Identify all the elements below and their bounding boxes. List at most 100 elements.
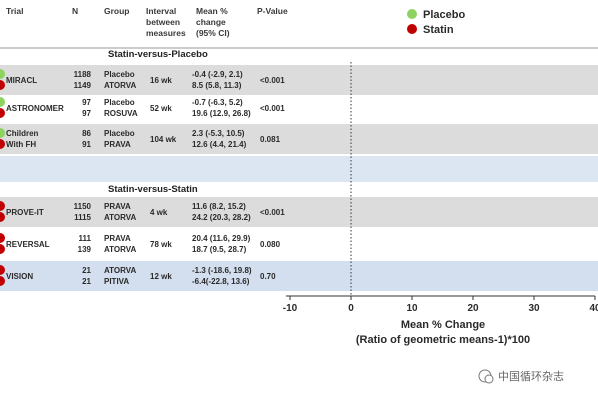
arm-group: ROSUVA <box>104 109 138 118</box>
arm-mean-ci: 19.6 (12.9, 26.8) <box>192 109 251 118</box>
point-estimate <box>0 276 5 286</box>
header-n: N <box>72 6 78 16</box>
x-tick-label: 30 <box>528 303 540 314</box>
header-mean-change: Mean % <box>196 6 228 16</box>
x-axis-title: Mean % Change <box>401 319 485 331</box>
legend-marker <box>407 24 417 34</box>
arm-n: 97 <box>82 98 91 107</box>
header-p-value: P-Value <box>257 6 288 16</box>
row-background <box>0 124 598 154</box>
trial-name: VISION <box>6 272 33 281</box>
row-background <box>0 197 598 227</box>
point-estimate <box>0 233 5 243</box>
p-value: 0.081 <box>260 135 281 144</box>
interval-value: 4 wk <box>150 208 168 217</box>
interval-value: 52 wk <box>150 104 172 113</box>
arm-group: PRAVA <box>104 234 131 243</box>
trial-name: MIRACL <box>6 76 37 85</box>
x-tick-label: 20 <box>467 303 479 314</box>
section-title: Statin-versus-Statin <box>108 184 198 195</box>
interval-value: 16 wk <box>150 76 172 85</box>
row-background <box>0 65 598 95</box>
arm-mean-ci: 8.5 (5.8, 11.3) <box>192 81 242 90</box>
arm-mean-ci: 20.4 (11.6, 29.9) <box>192 234 251 243</box>
arm-group: ATORVA <box>104 245 137 254</box>
arm-mean-ci: -6.4(-22.8, 13.6) <box>192 277 250 286</box>
header-group: Group <box>104 6 130 16</box>
arm-group: ATORVA <box>104 213 137 222</box>
arm-mean-ci: -0.4 (-2.9, 2.1) <box>192 70 243 79</box>
legend-marker <box>407 9 417 19</box>
arm-n: 86 <box>82 129 91 138</box>
point-estimate <box>0 139 5 149</box>
arm-n: 97 <box>82 109 91 118</box>
p-value: 0.080 <box>260 240 281 249</box>
section-separator-band <box>0 156 598 182</box>
arm-n: 1115 <box>74 213 91 222</box>
arm-n: 139 <box>78 245 92 254</box>
header-interval: between <box>146 17 180 27</box>
arm-group: PITIVA <box>104 277 129 286</box>
x-axis-subtitle: (Ratio of geometric means-1)*100 <box>356 334 530 346</box>
arm-n: 21 <box>82 266 91 275</box>
legend-label: Placebo <box>423 9 465 21</box>
arm-mean-ci: 12.6 (4.4, 21.4) <box>192 140 247 149</box>
arm-group: ATORVA <box>104 81 137 90</box>
arm-group: Placebo <box>104 98 135 107</box>
arm-group: PRAVA <box>104 140 131 149</box>
watermark: 中国循环杂志 <box>478 369 564 384</box>
header-interval: measures <box>146 28 186 38</box>
arm-n: 1149 <box>74 81 92 90</box>
trial-name: With FH <box>6 140 36 149</box>
trial-name: PROVE-IT <box>6 208 44 217</box>
arm-n: 1150 <box>74 202 92 211</box>
arm-group: Placebo <box>104 129 135 138</box>
arm-group: PRAVA <box>104 202 131 211</box>
arm-group: Placebo <box>104 70 135 79</box>
arm-mean-ci: 11.6 (8.2, 15.2) <box>192 202 246 211</box>
header-trial: Trial <box>6 6 23 16</box>
p-value: 0.70 <box>260 272 276 281</box>
arm-mean-ci: -0.7 (-6.3, 5.2) <box>192 98 243 107</box>
x-tick-label: 40 <box>589 303 598 314</box>
p-value: <0.001 <box>260 208 285 217</box>
x-tick-label: 10 <box>406 303 418 314</box>
trial-name: ASTRONOMER <box>6 104 64 113</box>
header-mean-change: (95% CI) <box>196 28 230 38</box>
watermark-icon <box>484 374 494 384</box>
x-tick-label: 0 <box>348 303 354 314</box>
p-value: <0.001 <box>260 76 285 85</box>
arm-mean-ci: 18.7 (9.5, 28.7) <box>192 245 247 254</box>
point-estimate <box>0 212 5 222</box>
section-title: Statin-versus-Placebo <box>108 49 208 60</box>
arm-n: 111 <box>79 234 92 243</box>
arm-n: 21 <box>82 277 91 286</box>
point-estimate <box>0 201 5 211</box>
trial-name: Children <box>6 129 39 138</box>
arm-mean-ci: -1.3 (-18.6, 19.8) <box>192 266 252 275</box>
arm-mean-ci: 24.2 (20.3, 28.2) <box>192 213 251 222</box>
point-estimate <box>0 244 5 254</box>
interval-value: 78 wk <box>150 240 172 249</box>
arm-mean-ci: 2.3 (-5.3, 10.5) <box>192 129 245 138</box>
p-value: <0.001 <box>260 104 285 113</box>
point-estimate <box>0 80 5 90</box>
header-interval: Interval <box>146 6 176 16</box>
point-estimate <box>0 108 5 118</box>
watermark-text: 中国循环杂志 <box>498 370 564 383</box>
row-background-highlight <box>0 261 598 291</box>
point-estimate <box>0 128 5 138</box>
header-mean-change: change <box>196 17 226 27</box>
legend-label: Statin <box>423 24 454 36</box>
arm-n: 91 <box>82 140 91 149</box>
arm-n: 1188 <box>74 70 92 79</box>
x-tick-label: -10 <box>283 303 298 314</box>
interval-value: 104 wk <box>150 135 177 144</box>
interval-value: 12 wk <box>150 272 172 281</box>
trial-name: REVERSAL <box>6 240 50 249</box>
point-estimate <box>0 265 5 275</box>
point-estimate <box>0 97 5 107</box>
arm-group: ATORVA <box>104 266 137 275</box>
point-estimate <box>0 69 5 79</box>
